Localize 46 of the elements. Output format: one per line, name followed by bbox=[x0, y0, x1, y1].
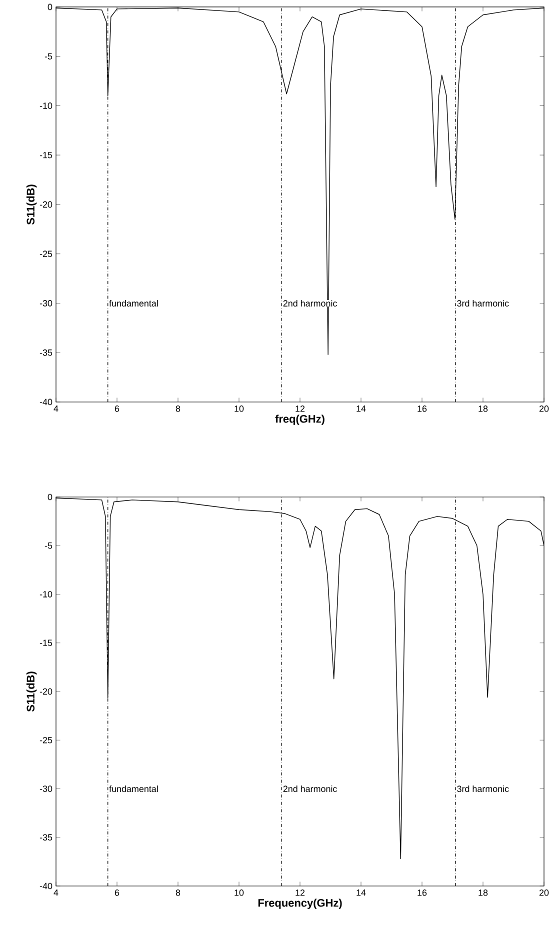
y-tick-label: -35 bbox=[40, 349, 52, 356]
x-tick-label: 18 bbox=[478, 406, 488, 412]
x-tick-label: 14 bbox=[356, 890, 366, 896]
x-tick-label: 10 bbox=[234, 890, 244, 896]
x-tick-label: 18 bbox=[478, 890, 488, 896]
x-tick-label: 8 bbox=[176, 890, 180, 896]
y-tick-label: -15 bbox=[40, 152, 52, 158]
y-tick-label: -30 bbox=[40, 300, 52, 306]
x-tick-label: 12 bbox=[296, 406, 304, 412]
x-tick-label: 16 bbox=[418, 406, 426, 412]
x-tick-label: 12 bbox=[296, 890, 304, 896]
y-tick-label: -30 bbox=[40, 786, 52, 792]
x-tick-label: 8 bbox=[176, 406, 180, 412]
x-tick-label: 6 bbox=[114, 890, 119, 896]
x-tick-label: 16 bbox=[418, 890, 426, 896]
annotation: 3rd harmonic bbox=[456, 785, 509, 792]
y-tick-label: -25 bbox=[40, 250, 52, 258]
y-tick-label: -20 bbox=[40, 688, 52, 695]
annotation: 2nd harmonic bbox=[283, 300, 337, 307]
y-tick-label: -35 bbox=[40, 834, 52, 841]
y-tick-label: -10 bbox=[40, 102, 52, 109]
y-tick-label: -5 bbox=[44, 53, 52, 60]
x-tick-label: 20 bbox=[539, 406, 548, 412]
annotation: 3rd harmonic bbox=[456, 300, 509, 307]
y-tick-label: -20 bbox=[40, 201, 52, 208]
y-axis-title: S11(dB) bbox=[26, 184, 36, 225]
x-tick-label: 20 bbox=[539, 890, 548, 896]
y-tick-label: -40 bbox=[40, 882, 52, 890]
y-tick-label: -10 bbox=[40, 591, 52, 598]
x-tick-label: 6 bbox=[114, 406, 119, 412]
y-tick-label: 0 bbox=[48, 4, 52, 10]
y-tick-label: -25 bbox=[40, 736, 52, 744]
y-axis-title: S11(dB) bbox=[26, 672, 36, 712]
x-tick-label: 10 bbox=[234, 406, 244, 412]
annotation: 2nd harmonic bbox=[283, 785, 337, 792]
x-axis-title: Frequency(GHz) bbox=[258, 898, 342, 909]
x-axis-title: freq(GHz) bbox=[275, 414, 324, 425]
x-tick-label: 4 bbox=[54, 890, 58, 896]
annotation: fundamental bbox=[109, 300, 158, 307]
annotation: fundamental bbox=[109, 785, 158, 792]
y-tick-label: -15 bbox=[40, 640, 52, 646]
x-tick-label: 14 bbox=[356, 406, 366, 412]
x-tick-label: 4 bbox=[54, 406, 58, 412]
y-tick-label: -40 bbox=[40, 398, 52, 406]
y-tick-label: 0 bbox=[48, 494, 52, 500]
y-tick-label: -5 bbox=[44, 542, 52, 549]
